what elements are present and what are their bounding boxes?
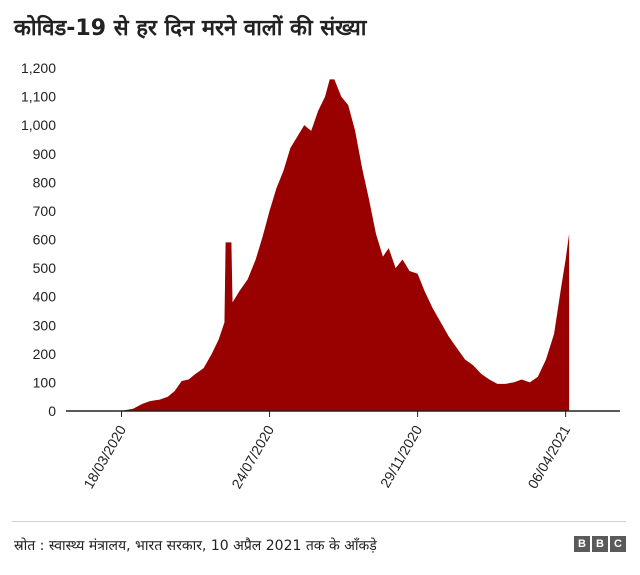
y-tick-label: 600 <box>33 232 57 248</box>
y-tick-label: 700 <box>33 203 57 219</box>
bbc-logo: B B C <box>574 536 626 552</box>
x-tick-label: 24/07/2020 <box>228 422 277 491</box>
bbc-logo-letter: B <box>574 536 590 552</box>
y-tick-label: 0 <box>48 403 56 419</box>
y-tick-label: 1,200 <box>21 60 56 76</box>
x-tick-label: 29/11/2020 <box>377 422 425 490</box>
chart: 0 100 200 300 400 500 600 700 800 900 1,000 1,100 1,… <box>21 60 620 491</box>
y-tick-label: 500 <box>33 260 57 276</box>
y-tick-label: 1,000 <box>21 117 56 133</box>
source-note: स्रोत : स्वास्थ्य मंत्रालय, भारत सरकार, … <box>14 538 377 554</box>
y-tick-label: 100 <box>33 374 57 390</box>
bbc-logo-letter: B <box>592 536 608 552</box>
y-tick-label: 900 <box>33 146 57 162</box>
y-tick-label: 1,100 <box>21 89 56 105</box>
x-axis-ticks <box>121 411 567 417</box>
y-tick-label: 200 <box>33 346 57 362</box>
chart-title: कोविड-19 से हर दिन मरने वालों की संख्या <box>14 16 367 41</box>
y-axis-labels: 0 100 200 300 400 500 600 700 800 900 1,000 1,100 1,… <box>21 60 56 419</box>
y-tick-label: 400 <box>33 289 57 305</box>
x-axis-labels: 18/03/2020 24/07/2020 29/11/2020 06/04/2021 <box>80 422 573 491</box>
series-area <box>66 79 570 412</box>
bbc-logo-letter: C <box>610 536 626 552</box>
footer-divider <box>12 521 626 522</box>
y-tick-label: 800 <box>33 174 57 190</box>
x-tick-label: 18/03/2020 <box>80 422 129 491</box>
series-area-layer <box>66 79 570 412</box>
y-tick-label: 300 <box>33 317 57 333</box>
x-tick-label: 06/04/2021 <box>524 422 573 491</box>
